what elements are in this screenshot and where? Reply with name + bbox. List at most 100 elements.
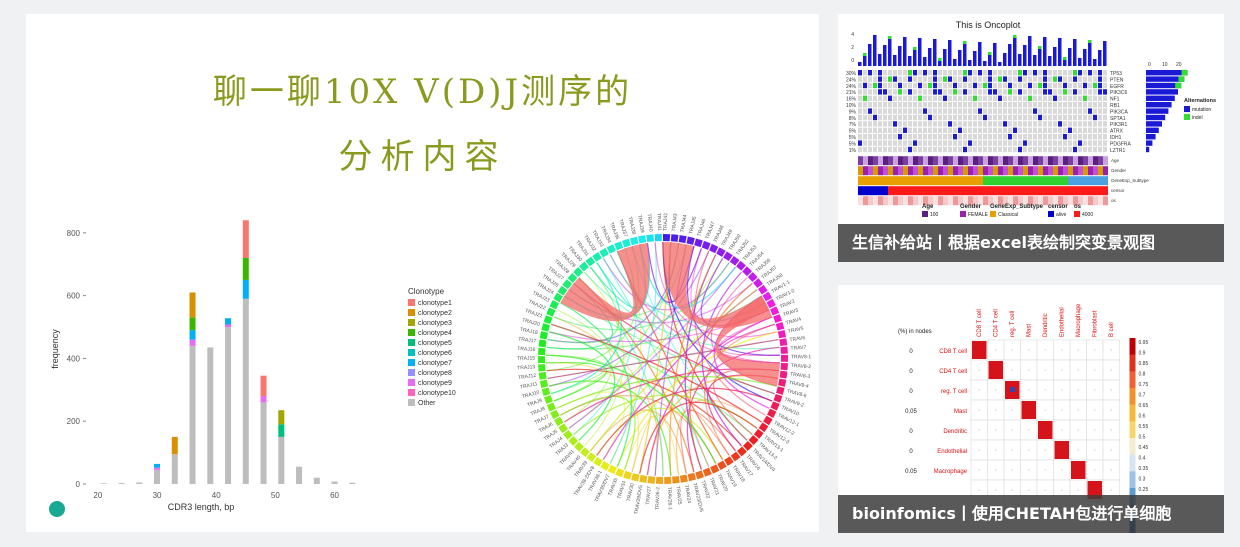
onco-track-cell xyxy=(883,196,888,206)
onco-track-cell xyxy=(1003,176,1008,186)
onco-track-cell xyxy=(933,176,938,186)
onco-cell xyxy=(908,134,912,140)
onco-cell xyxy=(963,70,967,76)
onco-cell xyxy=(1093,114,1097,121)
onco-track-cell xyxy=(1048,176,1053,186)
chord-label: TRAJ10 xyxy=(521,390,540,401)
onco-cell xyxy=(943,114,947,121)
chord-label: TRAV22 xyxy=(700,480,711,500)
onco-cell xyxy=(978,108,982,114)
onco-track-cell xyxy=(1023,186,1028,196)
chord-link xyxy=(624,415,680,476)
onco-track-cell xyxy=(1068,186,1073,196)
onco-cell xyxy=(988,134,992,140)
onco-cell xyxy=(983,121,987,127)
onco-cell xyxy=(1098,76,1102,82)
onco-cell xyxy=(1008,134,1012,140)
onco-cell xyxy=(923,121,927,127)
oncoplot-caption[interactable]: 生信补给站丨根据excel表绘制突变景观图 xyxy=(838,224,1224,262)
chord-sector xyxy=(600,461,610,471)
onco-cell xyxy=(988,108,992,114)
onco-cell xyxy=(893,82,897,89)
onco-cell xyxy=(913,140,917,146)
chord-link xyxy=(547,338,779,380)
onco-track-cell xyxy=(1023,156,1028,166)
onco-top-bar xyxy=(1083,49,1087,66)
chord-link xyxy=(546,361,608,402)
heatmap-dot xyxy=(995,489,997,491)
onco-track-cell xyxy=(903,196,908,206)
onco-track-cell xyxy=(1098,186,1103,196)
onco-cell xyxy=(983,140,987,146)
chord-sector xyxy=(543,395,553,404)
onco-cell xyxy=(863,108,867,114)
chetah-caption[interactable]: bioinfomics丨使用CHETAH包进行单细胞 xyxy=(838,495,1224,533)
onco-gene-label: ATRX xyxy=(1110,129,1124,135)
chord-link xyxy=(596,407,724,460)
legend-title: Clonotype xyxy=(408,287,445,296)
chord-sector xyxy=(543,315,553,325)
onco-cell xyxy=(903,89,907,95)
onco-track-cell xyxy=(923,186,928,196)
onco-cell xyxy=(1043,70,1047,76)
chord-label: TRAJ37 xyxy=(617,219,628,238)
onco-cell xyxy=(868,146,872,153)
onco-cell xyxy=(1088,76,1092,82)
onco-cell xyxy=(918,127,922,133)
onco-cell xyxy=(1013,108,1017,114)
onco-cell xyxy=(1068,108,1072,114)
onco-track-cell xyxy=(863,156,868,166)
onco-cell xyxy=(878,82,882,89)
onco-cell xyxy=(878,134,882,140)
chord-link xyxy=(662,241,773,402)
onco-cell xyxy=(908,146,912,153)
chord-label: TRAV2 xyxy=(779,298,796,310)
onco-cell xyxy=(998,89,1002,95)
onco-percent: 24% xyxy=(846,84,857,90)
onco-cell xyxy=(1058,82,1062,89)
onco-cell xyxy=(943,121,947,127)
onco-track-cell xyxy=(1063,166,1068,176)
onco-track-cell xyxy=(963,156,968,166)
chord-link xyxy=(596,387,773,456)
chord-sector xyxy=(747,272,758,282)
oncoplot-card[interactable]: This is Oncoplot 4 2 0 30% TP53 24% PTEN 24% EGFR… xyxy=(838,14,1224,262)
onco-track-cell xyxy=(978,176,983,186)
onco-cell xyxy=(1093,76,1097,82)
chord-link xyxy=(675,399,762,476)
onco-cell xyxy=(1098,95,1102,101)
onco-cell xyxy=(863,134,867,140)
onco-cell xyxy=(1078,89,1082,95)
chetah-card[interactable]: (%) in nodes CD8 T cell CD4 T cell reg. T c… xyxy=(838,285,1224,539)
onco-track-cell xyxy=(1058,186,1063,196)
cdr3-length-bar-chart: 0 200 400 600 800 20 30 40 50 60 CDR3 length, bp fr… xyxy=(50,220,456,512)
onco-cell xyxy=(898,146,902,153)
onco-cell xyxy=(918,121,922,127)
onco-track-cell xyxy=(948,186,953,196)
onco-cell xyxy=(1038,102,1042,108)
chord-link xyxy=(560,302,632,467)
heatmap-dot xyxy=(978,469,980,471)
heatmap-dot xyxy=(1077,389,1079,391)
chord-label: TRAV8-1 xyxy=(791,354,811,360)
legend-swatch xyxy=(408,359,415,366)
onco-bottom-legend-title: censor xyxy=(1048,204,1068,210)
onco-track-cell xyxy=(1018,186,1023,196)
onco-cell xyxy=(1083,134,1087,140)
onco-cell xyxy=(858,76,862,82)
onco-cell xyxy=(1008,102,1012,108)
onco-cell xyxy=(1093,70,1097,76)
bar-other xyxy=(100,483,107,484)
onco-cell xyxy=(923,108,927,114)
onco-cell xyxy=(1078,121,1082,127)
heatmap-dot xyxy=(1011,369,1013,371)
onco-cell xyxy=(1048,121,1052,127)
onco-track-cell xyxy=(903,166,908,176)
onco-cell xyxy=(1048,134,1052,140)
onco-cell xyxy=(948,140,952,146)
onco-bottom-legend-title: Gender xyxy=(960,204,982,210)
heatmap-scale-bar xyxy=(1129,471,1136,489)
onco-cell xyxy=(1043,108,1047,114)
heatmap-diag-cell xyxy=(1054,441,1069,459)
heatmap-pct: 0 xyxy=(909,449,913,455)
